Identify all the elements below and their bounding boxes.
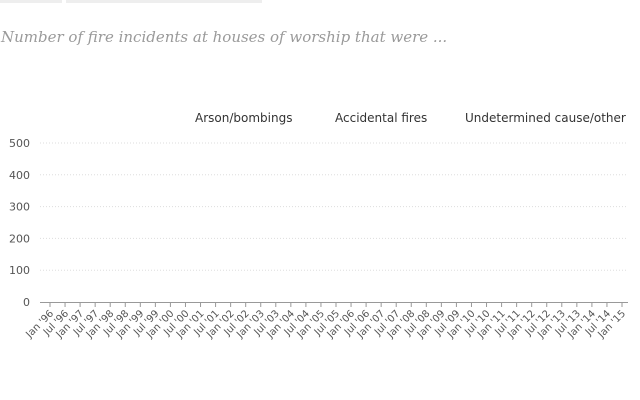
y-tick-label: 500 — [9, 137, 30, 150]
top-tab-strip — [0, 0, 640, 4]
tab-segment — [66, 0, 262, 3]
y-tick-label: 400 — [9, 169, 30, 182]
y-tick-label: 0 — [23, 296, 30, 309]
tab-segment — [0, 0, 62, 3]
chart-subtitle: Number of fire incidents at houses of wo… — [1, 28, 448, 46]
y-tick-label: 200 — [9, 232, 30, 245]
legend-arson-bombings[interactable]: Arson/bombings — [195, 111, 293, 125]
y-tick-label: 100 — [9, 264, 30, 277]
y-tick-label: 300 — [9, 201, 30, 214]
legend-accidental-fires[interactable]: Accidental fires — [335, 111, 428, 125]
legend-undetermined-cause-other[interactable]: Undetermined cause/other — [465, 111, 626, 125]
